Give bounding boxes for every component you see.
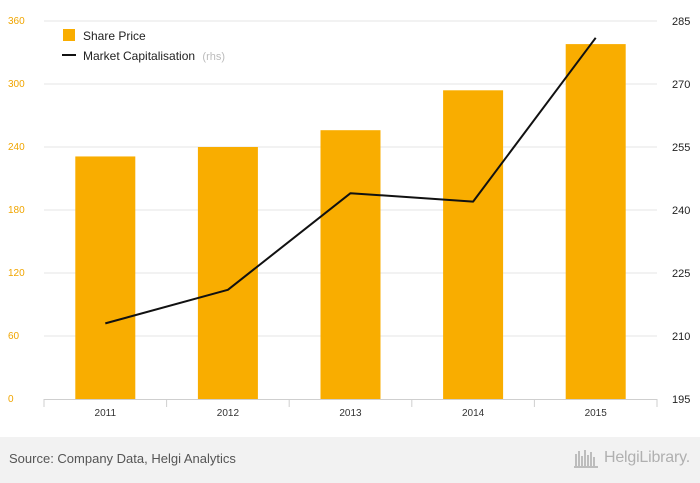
legend-market-cap-suffix: (rhs) (202, 51, 225, 63)
y-right-tick-label: 195 (672, 394, 690, 406)
x-tick-label: 2014 (462, 408, 485, 419)
legend-market-cap-label: Market Capitalisation (rhs) (83, 49, 225, 63)
bar (443, 90, 504, 400)
y-right-tick-label: 225 (672, 268, 690, 280)
y-right-tick-labels: 195 210 225 240 255 270 285 (672, 16, 690, 406)
y-right-tick-label: 210 (672, 331, 690, 343)
bar-series (75, 44, 626, 400)
chart: 2011 2012 2013 2014 2015 060120180240300360 … (8, 16, 690, 419)
y-left-tick-label: 300 (8, 79, 25, 90)
bar (75, 156, 136, 399)
y-left-tick-label: 60 (8, 331, 20, 342)
x-tick-label: 2013 (339, 408, 362, 419)
legend-market-cap-name: Market Capitalisation (83, 49, 195, 63)
y-right-tick-label: 255 (672, 142, 690, 154)
library-bookshelf-icon (573, 450, 598, 468)
legend-share-price-swatch (63, 29, 75, 41)
source-text: Source: Company Data, Helgi Analytics (9, 451, 236, 466)
x-axis (43, 399, 658, 407)
bar (320, 130, 381, 399)
x-tick-label: 2012 (217, 408, 240, 419)
y-left-tick-label: 240 (8, 142, 25, 153)
bar (565, 44, 626, 399)
x-tick-label: 2015 (585, 408, 608, 419)
footer: Source: Company Data, Helgi Analytics He… (0, 437, 700, 483)
y-left-tick-label: 360 (8, 16, 25, 27)
y-left-tick-label: 0 (8, 394, 14, 405)
brand-name: HelgiLibrary. (603, 449, 690, 466)
x-tick-labels: 2011 2012 2013 2014 2015 (95, 408, 608, 419)
legend: Share Price Market Capitalisation (rhs) (62, 29, 225, 63)
x-tick-label: 2011 (95, 408, 117, 419)
market-cap-line (105, 37, 597, 325)
legend-share-price-label: Share Price (83, 29, 146, 43)
y-right-tick-label: 240 (672, 205, 690, 217)
y-right-tick-label: 270 (672, 79, 690, 91)
brand-logo: HelgiLibrary. (573, 448, 690, 468)
y-left-tick-label: 180 (8, 205, 25, 216)
line-series (105, 37, 597, 325)
y-left-tick-label: 120 (8, 268, 25, 279)
y-right-tick-label: 285 (672, 16, 690, 28)
y-left-tick-labels: 0 60 120 180 240 300 360 (8, 16, 25, 405)
